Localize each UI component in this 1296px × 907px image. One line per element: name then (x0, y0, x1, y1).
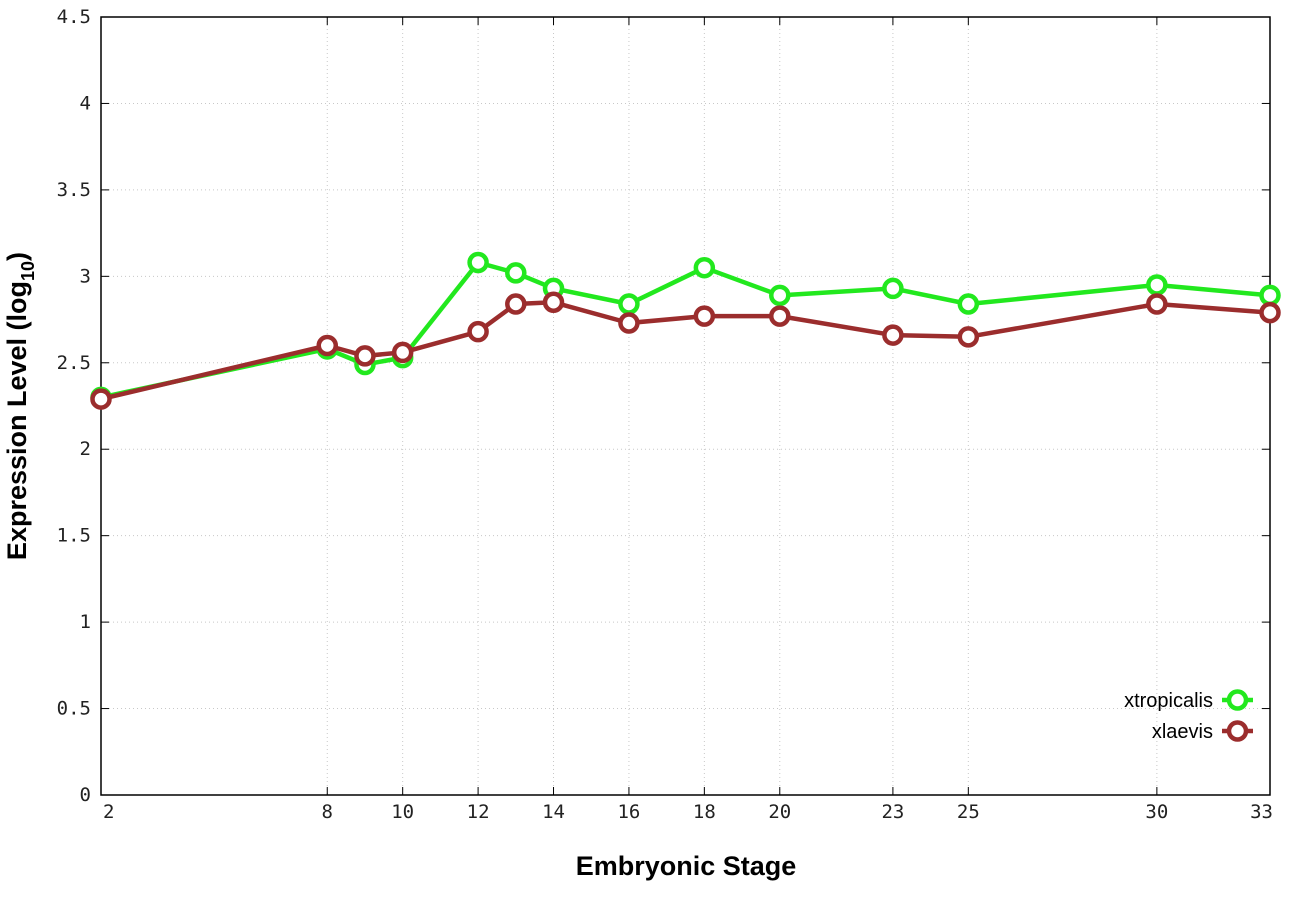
x-tick-label: 33 (1250, 801, 1273, 823)
y-tick-label: 2.5 (57, 352, 91, 374)
data-point (542, 291, 565, 314)
y-tick-label: 1.5 (57, 525, 91, 547)
y-tick-label: 3.5 (57, 179, 91, 201)
y-axis-title: Expression Level (log10) (2, 252, 38, 560)
y-tick-label: 0 (80, 784, 91, 806)
series-line (100, 300, 1271, 402)
y-tick-label: 0.5 (57, 698, 91, 720)
data-point (391, 341, 414, 364)
data-point (618, 293, 640, 315)
series-line (100, 260, 1271, 400)
x-tick-label: 20 (768, 801, 791, 823)
series-layer (90, 251, 1281, 410)
data-point (957, 326, 980, 348)
data-point (316, 334, 339, 357)
y-axis-title-subscript: 10 (18, 261, 38, 281)
legend: xtropicalis xlaevis (1124, 689, 1253, 743)
data-point (505, 262, 527, 284)
data-point (957, 293, 980, 315)
legend-label: xlaevis (1152, 721, 1213, 743)
x-tick-label: 23 (881, 801, 904, 823)
legend-marker (1226, 689, 1249, 711)
y-tick-label: 4.5 (57, 6, 91, 28)
y-tick-label: 1 (80, 611, 91, 633)
data-point (467, 320, 489, 343)
data-point (693, 256, 716, 279)
series-xlaevis (90, 291, 1281, 410)
legend-item: xlaevis (1152, 720, 1253, 743)
data-point (1146, 293, 1168, 315)
y-tick-label: 4 (80, 92, 91, 114)
data-point (90, 388, 112, 410)
data-point (467, 251, 489, 274)
x-axis-title: Embryonic Stage (576, 851, 797, 881)
grid (101, 17, 1270, 795)
legend-marker (1226, 720, 1249, 742)
x-tick-label: 16 (617, 801, 640, 823)
axis-ticks: 0 0.5 1 1.5 2 2.5 3 3.5 4 4.5 2 8 10 12 14 16 18 20 23 25 30… (57, 6, 1273, 823)
data-point (882, 324, 904, 346)
series-xtropicalis (90, 251, 1281, 409)
x-tick-label: 2 (103, 801, 114, 823)
y-axis-title-close: ) (2, 252, 32, 261)
legend-label: xtropicalis (1124, 690, 1213, 712)
x-tick-label: 30 (1145, 801, 1168, 823)
data-point (1146, 274, 1168, 296)
x-tick-label: 12 (467, 801, 490, 823)
data-point (505, 293, 527, 315)
data-point (693, 305, 716, 327)
plot-frame (100, 16, 1271, 796)
data-point (882, 277, 904, 300)
data-point (1259, 284, 1281, 307)
y-tick-label: 2 (80, 438, 91, 460)
data-point (769, 305, 791, 327)
x-tick-label: 25 (957, 801, 980, 823)
x-tick-label: 8 (322, 801, 333, 823)
data-point (769, 284, 791, 307)
data-point (1259, 301, 1281, 324)
y-tick-label: 3 (80, 265, 91, 287)
data-point (354, 345, 376, 367)
x-tick-label: 10 (391, 801, 414, 823)
y-axis-title-main: Expression Level (log (2, 281, 32, 560)
data-point (618, 312, 640, 334)
legend-item: xtropicalis (1124, 689, 1253, 712)
x-tick-label: 18 (693, 801, 716, 823)
x-tick-label: 14 (542, 801, 565, 823)
